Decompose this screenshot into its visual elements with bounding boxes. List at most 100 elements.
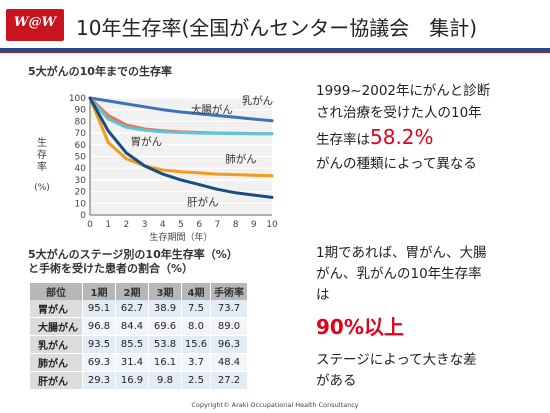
x-tick-label: 7: [215, 220, 221, 230]
table-row: 肝がん 29.3 16.9 9.8 2.5 27.2: [30, 371, 248, 390]
y-axis-label-char: 率: [37, 160, 47, 173]
y-axis-label-char: 生: [37, 136, 47, 149]
cell: 7.5: [181, 300, 211, 318]
y-tick-label: 10: [75, 199, 87, 209]
header-rule: [0, 48, 550, 52]
y-tick-label: 40: [75, 164, 87, 174]
cell: 2.5: [181, 371, 211, 390]
y-tick-label: 20: [75, 188, 87, 198]
slide-title: 10年生存率(全国がんセンター協議会 集計): [76, 16, 478, 40]
text1-line2: され治療を受けた人の10年: [316, 105, 482, 121]
cell: 27.2: [210, 371, 248, 390]
text1-line1: 1999~2002年にがんと診断: [316, 83, 491, 99]
series-label: 胃がん: [131, 135, 163, 148]
y-tick-label: 70: [75, 129, 87, 139]
table-header-row: 部位 1期 2期 3期 4期 手術率: [30, 283, 248, 300]
header-rule-accent: [0, 52, 550, 53]
cell: 84.4: [115, 317, 149, 336]
y-tick-label: 0: [80, 211, 86, 221]
y-axis-label-char: 存: [37, 148, 47, 161]
header-stage2: 2期: [115, 283, 149, 300]
x-tick-label: 1: [105, 220, 111, 230]
cell: 9.8: [148, 371, 182, 390]
cell: 38.9: [148, 300, 182, 318]
x-tick-label: 4: [160, 220, 166, 230]
text1-line3-prefix: 生存率は: [316, 132, 370, 148]
series-label: 乳がん: [242, 94, 274, 107]
x-tick-label: 0: [87, 220, 93, 230]
cell: 93.5: [82, 335, 116, 354]
cell: 8.0: [181, 317, 211, 336]
copyright-footer: Copyright© Araki Occupational Health Con…: [191, 401, 359, 409]
y-tick-label: 60: [75, 141, 87, 151]
cell: 95.1: [82, 300, 116, 318]
table-title-line1: 5大がんのステージ別の10年生存率（%）: [28, 248, 238, 261]
text2-line5: ステージによって大きな差: [316, 352, 477, 368]
cell: 73.7: [210, 300, 248, 318]
text2-line6: がある: [316, 373, 357, 389]
header-stage1: 1期: [82, 283, 116, 300]
series-line-肺がん: [88, 96, 274, 178]
cell: 15.6: [181, 335, 211, 354]
header-stage3: 3期: [148, 283, 182, 300]
cell: 48.4: [210, 353, 248, 372]
header-surgery-rate: 手術率: [210, 283, 248, 300]
x-tick-label: 3: [142, 220, 148, 230]
row-site: 大腸がん: [30, 317, 83, 336]
cell: 16.9: [115, 371, 149, 390]
series-line-乳がん: [88, 96, 274, 123]
logo-badge: W@W: [6, 9, 64, 41]
x-tick-label: 10: [266, 220, 278, 230]
x-axis-label: 生存期間（年）: [149, 231, 212, 243]
series-line-肝がん: [88, 96, 274, 199]
row-site: 乳がん: [30, 335, 83, 354]
text2-line2: がん、乳がんの10年生存率: [316, 266, 482, 282]
text2-line3: は: [316, 287, 330, 303]
header-site: 部位: [30, 283, 83, 300]
cell: 62.7: [115, 300, 149, 318]
y-tick-label: 90: [75, 106, 87, 116]
table-title: 5大がんのステージ別の10年生存率（%） と手術を受けた患者の割合（%）: [28, 248, 238, 276]
y-axis-unit: (%): [34, 183, 50, 193]
table-row: 大腸がん 96.8 84.4 69.6 8.0 89.0: [30, 317, 248, 336]
row-site: 肝がん: [30, 371, 83, 390]
cell: 16.1: [148, 353, 182, 372]
series-line-胃がん: [88, 96, 274, 136]
x-tick-label: 5: [178, 220, 184, 230]
cell: 96.3: [210, 335, 248, 354]
x-tick-label: 6: [196, 220, 202, 230]
cell: 69.6: [148, 317, 182, 336]
table-row: 乳がん 93.5 85.5 53.8 15.6 96.3: [30, 335, 248, 354]
cell: 3.7: [181, 353, 211, 372]
survival-rate-value: 58.2%: [370, 125, 434, 149]
text1-line3: 生存率は58.2%: [316, 125, 434, 150]
text1-line4: がんの種類によって異なる: [316, 156, 477, 172]
y-tick-label: 80: [75, 117, 87, 127]
y-tick-label: 50: [75, 153, 87, 163]
x-tick-label: 8: [233, 220, 239, 230]
y-tick-label: 100: [69, 94, 86, 104]
text2-line1: 1期であれば、胃がん、大腸: [316, 245, 487, 261]
row-site: 胃がん: [30, 300, 83, 318]
series-label: 大腸がん: [191, 103, 233, 116]
table-title-line2: と手術を受けた患者の割合（%）: [28, 262, 194, 275]
over-90-percent: 90%以上: [316, 315, 404, 339]
cell: 69.3: [82, 353, 116, 372]
y-tick-label: 30: [75, 176, 87, 186]
cell: 31.4: [115, 353, 149, 372]
logo-text: W@W: [13, 15, 57, 30]
cell: 89.0: [210, 317, 248, 336]
cell: 29.3: [82, 371, 116, 390]
x-tick-label: 9: [251, 220, 257, 230]
series-label: 肝がん: [187, 196, 219, 209]
cell: 53.8: [148, 335, 182, 354]
row-site: 肺がん: [30, 353, 83, 372]
table-row: 肺がん 69.3 31.4 16.1 3.7 48.4: [30, 353, 248, 372]
cell: 96.8: [82, 317, 116, 336]
header-stage4: 4期: [181, 283, 211, 300]
table-row: 胃がん 95.1 62.7 38.9 7.5 73.7: [30, 300, 248, 318]
stage-survival-table: 部位 1期 2期 3期 4期 手術率 胃がん 95.1 62.7 38.9 7.…: [30, 283, 248, 390]
cell: 85.5: [115, 335, 149, 354]
x-tick-label: 2: [124, 220, 130, 230]
